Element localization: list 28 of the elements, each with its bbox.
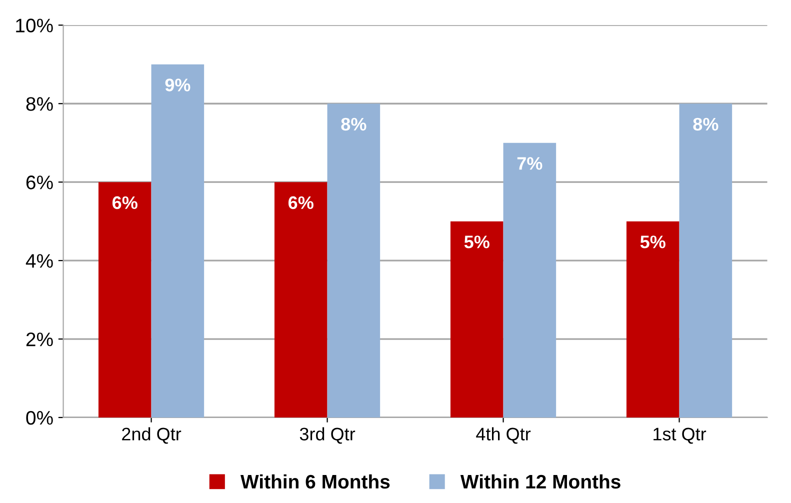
data-label: 6% [288, 196, 314, 210]
legend-label: Within 12 Months [460, 474, 620, 489]
x-tick-label: 2nd Qtr [122, 427, 182, 444]
x-tick-label: 1st Qtr [654, 428, 706, 444]
y-tick-label: 4% [26, 254, 53, 268]
bar [327, 104, 380, 418]
data-label: 5% [640, 236, 666, 248]
bar [450, 221, 504, 418]
bar [98, 182, 152, 418]
data-label: 5% [464, 236, 490, 248]
y-tick-label: 2% [26, 332, 53, 346]
data-label: 7% [517, 157, 542, 170]
x-tick-label: 3rd Qtr [300, 427, 356, 444]
y-tick-label: 6% [26, 176, 53, 190]
data-label: 6% [112, 196, 138, 210]
y-tick-label: 10% [16, 18, 53, 32]
bar [503, 142, 556, 418]
bar [274, 182, 328, 418]
bar [151, 64, 204, 418]
data-label: 9% [165, 78, 190, 92]
bar [626, 221, 680, 418]
y-tick-label: 8% [26, 97, 53, 111]
legend-label: Within 6 Months [240, 474, 390, 489]
bar [679, 104, 732, 418]
x-tick-label: 4th Qtr [476, 427, 531, 444]
data-label: 8% [693, 118, 718, 131]
y-tick-label: 0% [26, 410, 53, 425]
data-label: 8% [341, 118, 366, 131]
